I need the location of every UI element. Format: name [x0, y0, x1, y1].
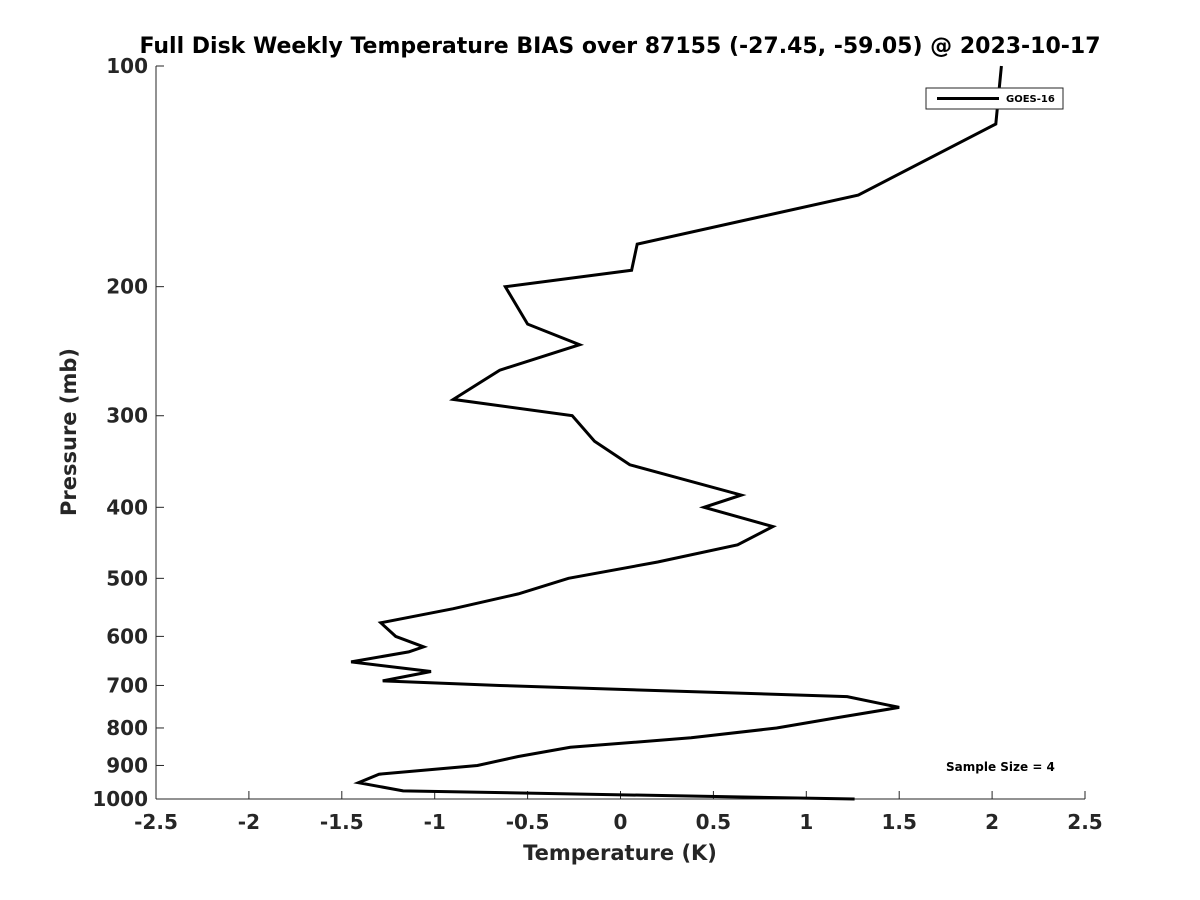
legend: GOES-16 — [925, 87, 1064, 110]
y-tick-label-600: 600 — [106, 624, 148, 648]
x-tick-label-neg0p5: -0.5 — [506, 810, 550, 834]
x-tick-label-neg2: -2 — [238, 810, 260, 834]
x-axis-label: Temperature (K) — [523, 841, 717, 865]
y-tick-label-200: 200 — [106, 275, 148, 299]
x-tick-label-2: 2 — [985, 810, 999, 834]
y-ticks: 100 200 300 400 500 600 700 800 900 1000 — [92, 54, 164, 811]
x-tick-label-neg1p5: -1.5 — [320, 810, 364, 834]
y-tick-label-300: 300 — [106, 404, 148, 428]
y-tick-label-1000: 1000 — [92, 787, 148, 811]
x-tick-label-1p5: 1.5 — [881, 810, 916, 834]
y-tick-label-400: 400 — [106, 495, 148, 519]
x-tick-label-0p5: 0.5 — [696, 810, 731, 834]
sample-size-annotation: Sample Size = 4 — [946, 760, 1055, 774]
y-tick-label-800: 800 — [106, 716, 148, 740]
y-tick-label-100: 100 — [106, 54, 148, 78]
x-tick-label-2p5: 2.5 — [1067, 810, 1102, 834]
y-axis-label: Pressure (mb) — [57, 348, 81, 516]
legend-label-goes-16: GOES-16 — [1006, 94, 1055, 105]
x-tick-label-neg1: -1 — [424, 810, 446, 834]
y-tick-label-700: 700 — [106, 673, 148, 697]
chart-title: Full Disk Weekly Temperature BIAS over 8… — [139, 34, 1100, 59]
series-line-goes-16 — [350, 65, 1003, 801]
x-tick-label-0: 0 — [614, 810, 628, 834]
x-ticks: -2.5 -2 -1.5 -1 -0.5 0 0.5 1 1.5 2 2.5 — [134, 791, 1103, 834]
x-tick-label-1: 1 — [799, 810, 813, 834]
x-tick-label-neg2p5: -2.5 — [134, 810, 178, 834]
series-group — [350, 65, 1003, 801]
y-tick-label-900: 900 — [106, 753, 148, 777]
y-tick-label-500: 500 — [106, 566, 148, 590]
